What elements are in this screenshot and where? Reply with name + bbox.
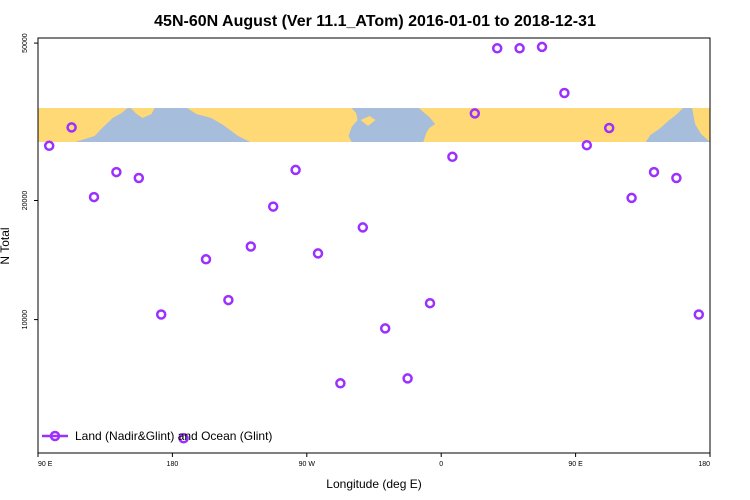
map-band: [38, 108, 710, 142]
map-band-land-4: [418, 108, 588, 142]
data-point: [357, 222, 369, 233]
data-point: [447, 151, 458, 163]
y-axis-label: N Total: [0, 227, 12, 264]
x-tick-label: 90 E: [38, 461, 53, 468]
data-point: [491, 43, 503, 54]
map-band-land-1: [130, 108, 155, 118]
y-tick-label: 10000: [22, 310, 29, 330]
map-band-land-5: [587, 108, 684, 142]
data-point: [178, 433, 189, 444]
x-tick-label: 0: [439, 461, 443, 468]
x-tick-label: 180: [167, 461, 179, 468]
x-tick-label: 180: [698, 461, 710, 468]
map-band-land-0: [38, 108, 128, 142]
map-band-land-3: [360, 116, 376, 126]
data-point: [469, 108, 481, 119]
data-point: [693, 309, 705, 320]
legend-entry: Land (Nadir&Glint) and Ocean (Glint): [75, 429, 272, 443]
data-point: [223, 294, 234, 306]
x-tick-label: 90 E: [568, 461, 583, 468]
map-band-land-6: [692, 108, 710, 142]
data-point: [536, 41, 548, 53]
map-band-land-2: [187, 108, 358, 142]
scatter-series: [43, 41, 705, 444]
data-point: [581, 139, 593, 151]
data-point: [66, 122, 77, 133]
data-point: [402, 373, 413, 384]
data-point: [312, 248, 324, 259]
data-point: [111, 166, 122, 178]
y-tick-label: 20000: [22, 191, 29, 211]
y-tick-label: 50000: [22, 33, 29, 53]
data-point: [603, 122, 615, 134]
x-tick-label: 90 W: [299, 461, 316, 468]
x-axis-label: Longitude (deg E): [326, 477, 421, 491]
data-point: [379, 323, 391, 334]
plot-frame: [37, 37, 711, 454]
data-point: [267, 201, 279, 212]
data-point: [335, 378, 346, 389]
legend: Land (Nadir&Glint) and Ocean (Glint): [42, 429, 272, 443]
legend-marker-swatch: [49, 430, 61, 442]
data-point: [200, 254, 212, 265]
data-point: [626, 192, 637, 204]
data-point: [88, 191, 100, 203]
data-point: [514, 43, 525, 54]
data-point: [648, 166, 660, 178]
data-point: [133, 172, 145, 184]
data-point: [155, 309, 167, 320]
data-point: [671, 172, 682, 184]
x-axis: 90 E 180 90 W 0 90 E 180: [37, 453, 711, 468]
y-axis: 10000 20000 50000: [22, 33, 38, 329]
chart-title: 45N-60N August (Ver 11.1_ATom) 2016-01-0…: [154, 13, 596, 30]
data-point: [424, 297, 436, 309]
data-point: [290, 164, 301, 176]
data-point: [43, 140, 55, 152]
data-point: [559, 87, 570, 99]
data-point: [245, 241, 257, 252]
